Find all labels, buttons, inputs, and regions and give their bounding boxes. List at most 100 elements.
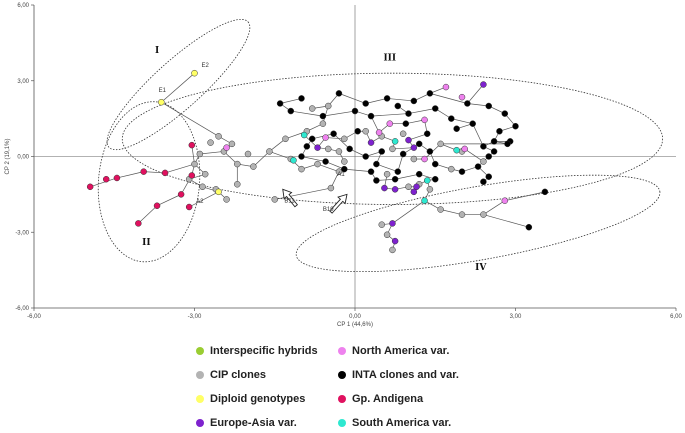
point-europe-asia-var [381, 184, 388, 192]
point-inta-clones-and-var [432, 175, 439, 183]
point-inta-clones-and-var [410, 97, 418, 105]
point-inta-clones-and-var [330, 130, 337, 138]
tree-link [451, 118, 473, 125]
point-inta-clones-and-var [373, 177, 380, 184]
point-inta-clones-and-var [453, 125, 460, 132]
y-tick-label: 6,00 [17, 3, 29, 9]
y-tick-label: 0,00 [17, 155, 29, 161]
point-europe-asia-var [405, 136, 412, 144]
point-inta-clones-and-var [496, 128, 503, 135]
point-south-america-var [421, 197, 428, 204]
point-inta-clones-and-var [426, 148, 434, 155]
point-cip-clones [250, 163, 257, 170]
point-cip-clones [480, 158, 487, 165]
legend-label: Diploid genotypes [210, 393, 306, 405]
tree-link [338, 93, 366, 104]
tree-link [322, 110, 356, 117]
point-inta-clones-and-var [298, 153, 305, 160]
point-europe-asia-var [367, 139, 375, 146]
legend-item: Gp. Andigena [338, 391, 423, 407]
point-label: B19 [323, 207, 334, 213]
point-gp-andigena [177, 191, 185, 198]
point-inta-clones-and-var [308, 135, 316, 143]
point-cip-clones [378, 221, 385, 228]
point-inta-clones-and-var [367, 168, 375, 175]
point-cip-clones [199, 183, 206, 191]
legend-marker [338, 395, 346, 403]
point-inta-clones-and-var [485, 102, 492, 110]
legend-item: North America var. [338, 343, 449, 359]
point-cip-clones [234, 160, 241, 168]
point-north-america-var [501, 197, 509, 204]
point-inta-clones-and-var [423, 130, 431, 138]
point-diploid-genotypes [158, 98, 165, 106]
group-I-ellipse [106, 19, 251, 151]
group-label: III [383, 54, 396, 64]
legend-marker [338, 371, 346, 379]
tree-link [376, 163, 398, 172]
point-label: E2 [201, 63, 209, 69]
point-europe-asia-var [480, 81, 487, 88]
tree-link [280, 98, 302, 104]
point-gp-andigena [86, 183, 94, 191]
legend-label: South America var. [352, 417, 452, 429]
point-inta-clones-and-var [362, 153, 369, 160]
point-cip-clones [223, 196, 230, 203]
x-tick-label: 6,00 [670, 314, 682, 320]
point-inta-clones-and-var [335, 90, 343, 97]
tree-link [483, 214, 529, 228]
legend-label: INTA clones and var. [352, 369, 459, 381]
point-cip-clones [341, 158, 348, 165]
point-inta-clones-and-var [490, 138, 498, 145]
point-europe-asia-var [413, 183, 420, 191]
point-south-america-var [391, 138, 399, 145]
tree-link [504, 191, 546, 202]
point-cip-clones [458, 211, 466, 218]
point-gp-andigena [140, 168, 147, 175]
point-inta-clones-and-var [458, 168, 466, 175]
point-inta-clones-and-var [464, 100, 471, 107]
group-label: IV [475, 263, 487, 273]
tree-link [325, 161, 345, 170]
point-cip-clones [383, 231, 391, 239]
point-cip-clones [383, 170, 391, 178]
tree-link [143, 171, 166, 174]
point-cip-clones [298, 165, 305, 173]
point-cip-clones [437, 140, 444, 148]
point-cip-clones [399, 130, 407, 138]
point-europe-asia-var [389, 220, 396, 227]
point-cip-clones [448, 165, 455, 173]
tree-link [365, 98, 388, 104]
point-inta-clones-and-var [378, 148, 385, 155]
group-II-ellipse [97, 101, 201, 263]
point-cip-clones [389, 246, 396, 254]
point-cip-clones [314, 160, 321, 168]
point-inta-clones-and-var [480, 178, 487, 185]
legend-marker [196, 347, 204, 355]
tree-link [483, 200, 505, 215]
legend-marker [196, 419, 204, 427]
point-inta-clones-and-var [391, 175, 399, 183]
point-inta-clones-and-var [504, 140, 511, 148]
point-inta-clones-and-var [432, 105, 439, 112]
point-cip-clones [319, 120, 327, 127]
group-label: I [155, 46, 159, 56]
point-europe-asia-var [391, 186, 399, 193]
point-cip-clones [201, 170, 209, 178]
legend-item: CIP clones [196, 367, 266, 383]
tree-link [138, 205, 158, 224]
tree-link [156, 194, 182, 207]
point-europe-asia-var [391, 237, 399, 245]
tree-link [408, 108, 436, 114]
point-inta-clones-and-var [485, 173, 492, 180]
point-europe-asia-var [410, 188, 418, 196]
point-cip-clones [191, 160, 198, 168]
point-gp-andigena [185, 203, 193, 211]
legend-item: Interspecific hybrids [196, 343, 318, 359]
tree-link [161, 72, 195, 103]
legend-label: Gp. Andigena [352, 393, 424, 405]
legend-label: Interspecific hybrids [210, 345, 318, 357]
point-south-america-var [300, 131, 308, 139]
point-inta-clones-and-var [367, 112, 375, 120]
point-cip-clones [271, 196, 278, 203]
